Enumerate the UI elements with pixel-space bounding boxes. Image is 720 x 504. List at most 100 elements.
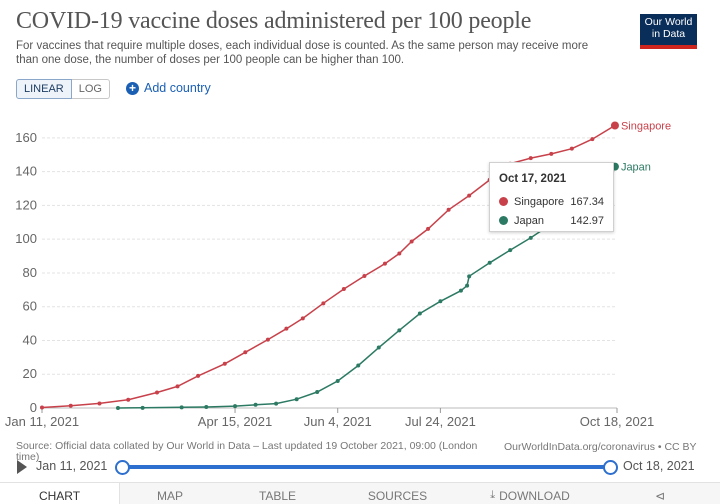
data-point-japan [376,345,381,350]
data-point-singapore [590,137,595,142]
tooltip-row-japan: Japan 142.97 [499,211,604,230]
data-point-singapore [362,273,367,278]
y-tick-label: 0 [30,400,37,415]
tooltip-date: Oct 17, 2021 [499,173,567,185]
tab-table[interactable]: TABLE [258,489,297,503]
x-tick-label: Apr 15, 2021 [198,414,272,429]
series-label-singapore: Singapore [621,120,671,132]
y-tick-label: 160 [15,130,37,145]
tab-bar: CHART MAP TABLE SOURCES ⤓ DOWNLOAD ⊲ [0,482,720,504]
data-point-singapore [446,207,451,212]
data-point-singapore [409,239,414,244]
data-point-singapore [300,316,305,321]
data-point-japan [356,363,361,368]
timeline-start-handle[interactable] [115,460,130,475]
data-point-singapore [155,390,159,395]
tooltip-value: 167.34 [570,195,604,208]
data-point-japan [140,405,145,410]
tooltip-value: 142.97 [570,214,604,227]
tooltip-name: Japan [514,214,544,227]
share-button[interactable]: ⊲ [600,483,720,504]
data-point-japan [458,288,463,293]
tooltip-name: Singapore [514,195,565,208]
data-point-singapore [382,261,387,266]
y-tick-label: 80 [23,265,37,280]
data-point-singapore [569,146,574,151]
tab-sources[interactable]: SOURCES [367,489,428,503]
data-point-singapore [196,373,201,378]
data-point-japan [335,378,340,383]
y-tick-label: 60 [23,299,37,314]
chart-tooltip: Oct 17, 2021 Singapore 167.34 Japan 142.… [489,162,614,232]
data-point-japan [487,260,492,265]
data-point-japan [294,397,299,402]
data-point-japan [274,401,279,406]
data-point-japan [528,235,533,240]
data-point-singapore [426,226,431,231]
data-point-singapore [265,337,270,342]
owid-logo[interactable]: Our World in Data [640,14,697,49]
data-point-japan [508,248,513,253]
x-tick-label: Jan 11, 2021 [5,414,79,429]
timeline-end-handle[interactable] [603,460,618,475]
data-point-singapore [40,405,44,410]
data-point-singapore [175,384,180,389]
plus-circle-icon: + [126,81,139,95]
line-chart[interactable]: 0 20 40 60 80 100 120 140 160 Jan 11, 2021 Apr 15,… [0,0,720,440]
timeline-end-label: Oct 18, 2021 [623,459,695,473]
download-label: DOWNLOAD [499,489,570,503]
chart-header: COVID-19 vaccine doses administered per … [16,8,616,67]
data-point-japan [438,299,443,304]
timeline: Jan 11, 2021 Oct 18, 2021 [0,455,720,479]
download-icon: ⤓ [490,489,496,501]
data-point-japan [233,404,238,409]
x-tick-label: Oct 18, 2021 [580,414,654,429]
y-tick-label: 20 [23,366,37,381]
scale-toggle: LINEAR LOG [16,79,110,99]
data-point-japan [115,406,120,410]
data-point-japan [179,405,184,410]
data-point-singapore [528,156,533,161]
data-point-japan [315,389,320,394]
add-country-label: Add country [144,81,211,95]
data-point-japan [204,404,209,409]
data-point-singapore [467,193,472,198]
data-point-japan [465,283,470,288]
data-point-japan [253,402,258,407]
chart-subtitle: For vaccines that require multiple doses… [16,40,589,66]
data-point-singapore [126,397,131,402]
y-tick-label: 40 [23,332,37,347]
data-point-singapore [284,326,289,331]
tab-chart[interactable]: CHART [0,483,120,504]
share-icon: ⊲ [654,489,666,503]
linear-scale-button[interactable]: LINEAR [16,79,72,99]
data-point-singapore [222,361,227,366]
series-line-singapore [41,124,616,409]
log-scale-button[interactable]: LOG [71,79,110,99]
y-tick-label: 120 [15,197,37,212]
japan-dot-icon [499,216,508,225]
data-point-japan [417,311,422,316]
y-tick-label: 100 [15,231,37,246]
data-point-singapore [97,401,102,406]
timeline-track[interactable] [121,465,610,469]
data-point-singapore [341,286,346,291]
tab-map[interactable]: MAP [156,489,183,503]
singapore-dot-icon [499,197,508,206]
x-tick-label: Jun 4, 2021 [304,414,372,429]
source-url[interactable]: OurWorldInData.org/coronavirus • CC BY [504,441,697,453]
chart-title: COVID-19 vaccine doses administered per … [16,8,532,34]
data-point-singapore [321,301,326,306]
play-icon[interactable] [17,460,27,474]
add-country-button[interactable]: + Add country [126,81,211,95]
data-point-singapore [243,350,248,355]
series-label-japan: Japan [621,162,651,174]
source-note: Source: Official data collated by Our Wo… [16,440,478,463]
tab-download[interactable]: ⤓ DOWNLOAD [460,483,600,504]
data-point-japan [397,328,402,333]
timeline-start-label: Jan 11, 2021 [36,459,108,473]
y-tick-label: 140 [15,164,37,179]
data-point-japan [467,274,472,279]
tooltip-row-singapore: Singapore 167.34 [499,192,604,211]
data-point-singapore [610,121,619,130]
